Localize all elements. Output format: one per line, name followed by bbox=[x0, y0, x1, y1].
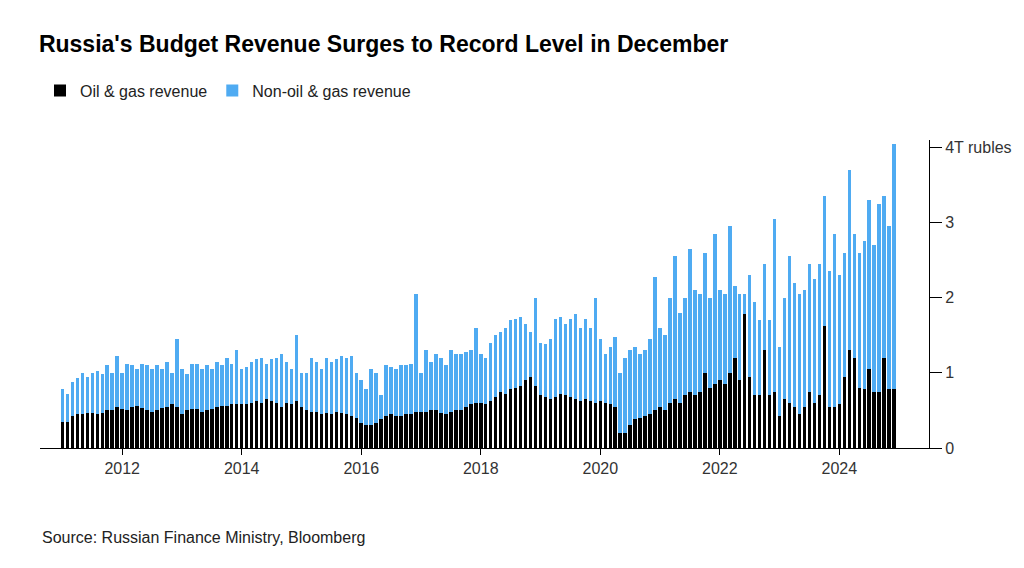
svg-text:3: 3 bbox=[945, 214, 954, 231]
svg-text:Oil & gas revenue: Oil & gas revenue bbox=[80, 83, 207, 100]
svg-text:1: 1 bbox=[945, 364, 954, 381]
svg-text:2018: 2018 bbox=[463, 460, 499, 477]
svg-text:0: 0 bbox=[945, 440, 954, 457]
svg-text:4T rubles: 4T rubles bbox=[945, 139, 1011, 156]
svg-text:2022: 2022 bbox=[702, 460, 738, 477]
svg-text:2012: 2012 bbox=[104, 460, 140, 477]
svg-text:Non-oil & gas revenue: Non-oil & gas revenue bbox=[252, 83, 410, 100]
svg-text:Source: Russian Finance Minist: Source: Russian Finance Ministry, Bloomb… bbox=[42, 529, 365, 546]
svg-text:2014: 2014 bbox=[224, 460, 260, 477]
svg-text:2020: 2020 bbox=[582, 460, 618, 477]
svg-text:2: 2 bbox=[945, 289, 954, 306]
svg-text:2024: 2024 bbox=[822, 460, 858, 477]
svg-text:Russia's Budget Revenue Surges: Russia's Budget Revenue Surges to Record… bbox=[39, 31, 728, 57]
svg-text:2016: 2016 bbox=[343, 460, 379, 477]
